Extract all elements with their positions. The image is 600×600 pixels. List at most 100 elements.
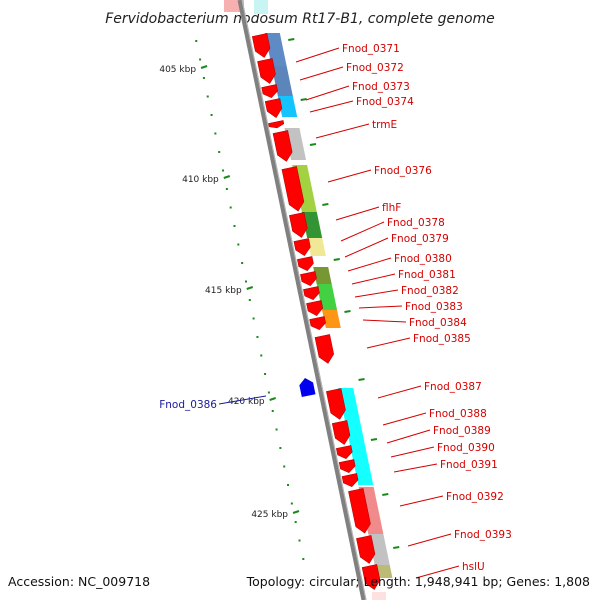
gene-arrow-6-shape xyxy=(272,130,293,162)
scale-dot xyxy=(199,58,202,61)
leader-line xyxy=(415,565,460,579)
gene-label-fnod_0372: Fnod_0372 xyxy=(346,62,404,74)
scale-dot xyxy=(225,188,228,190)
gene-label-fnod_0388: Fnod_0388 xyxy=(429,408,487,420)
accession-text: Accession: NC_009718 xyxy=(8,574,150,589)
scale-dot xyxy=(195,40,198,42)
gene-arrow-reverse-shape xyxy=(299,378,316,398)
scale-label: 405 kbp xyxy=(159,65,196,75)
gene-arrow-16-shape xyxy=(326,388,346,420)
scale-label: 420 kbp xyxy=(228,397,265,407)
map-title: Fervidobacterium nodosum Rt17-B1, comple… xyxy=(105,11,495,27)
scale-label: 425 kbp xyxy=(251,510,288,520)
scale-dot xyxy=(237,243,240,246)
gene-boundary-tick xyxy=(370,438,378,441)
scale-dot xyxy=(202,77,205,79)
category-segment-7 xyxy=(307,238,326,256)
gene-label-fnod_0378: Fnod_0378 xyxy=(387,217,445,229)
leader-line xyxy=(340,221,385,242)
gene-arrow-2 xyxy=(257,58,276,84)
scale-dot xyxy=(233,225,236,227)
gene-arrow-1-shape xyxy=(251,33,271,58)
gene-label-flhf: flhF xyxy=(382,202,401,214)
gene-label-fnod_0382: Fnod_0382 xyxy=(401,285,459,297)
gene-arrows xyxy=(251,33,381,590)
gene-boundary-tick xyxy=(393,546,400,549)
scale-dot xyxy=(283,465,286,468)
leader-line xyxy=(351,273,396,285)
gene-boundary-tick xyxy=(344,310,351,313)
scale-dot xyxy=(210,114,213,116)
gene-arrow-23-shape xyxy=(361,564,381,590)
category-segment-3 xyxy=(277,96,298,117)
leader-line xyxy=(377,385,422,399)
gene-arrow-4 xyxy=(264,98,283,118)
gene-arrow-8 xyxy=(289,212,308,238)
gene-boundary-tick xyxy=(333,258,340,261)
gene-arrow-1 xyxy=(251,33,271,58)
scale-dot xyxy=(244,280,247,283)
gene-label-fnod_0385: Fnod_0385 xyxy=(413,333,471,345)
gene-arrow-17-shape xyxy=(331,420,351,445)
gene-label-fnod_0371: Fnod_0371 xyxy=(342,43,400,55)
category-segment-1 xyxy=(264,33,287,66)
topology-text: Topology: circular; Length: 1,948,941 bp… xyxy=(246,574,590,589)
scale-dot xyxy=(294,521,297,523)
leader-line-reverse xyxy=(218,395,267,405)
gene-arrow-10-shape xyxy=(297,256,314,272)
gene-label-trme: trmE xyxy=(372,119,397,131)
gene-arrow-6 xyxy=(272,130,293,162)
gene-arrow-22 xyxy=(356,535,376,564)
gene-boundary-tick xyxy=(288,38,295,41)
scale-dot xyxy=(218,151,221,153)
gene-arrow-13-shape xyxy=(306,300,324,317)
gene-label-fnod_0376: Fnod_0376 xyxy=(374,165,432,177)
gene-arrow-21 xyxy=(348,488,371,534)
gene-arrow-11-shape xyxy=(300,271,317,287)
gene-arrow-19 xyxy=(338,459,356,474)
gene-label-fnod_0380: Fnod_0380 xyxy=(394,253,452,265)
leader-line xyxy=(386,429,431,444)
category-band xyxy=(264,33,393,578)
scale-dot xyxy=(275,428,278,431)
category-segment-8 xyxy=(313,267,332,284)
gene-arrow-reverse xyxy=(299,378,316,398)
gene-boundary-tick xyxy=(358,378,365,381)
gene-arrow-21-shape xyxy=(348,488,371,534)
leader-line xyxy=(382,412,427,426)
scale-dot xyxy=(206,95,209,98)
gene-label-fnod_0383: Fnod_0383 xyxy=(405,301,463,313)
scale-dot xyxy=(241,262,244,264)
gene-boundary-tick xyxy=(309,143,317,146)
genome-backbone-highlight xyxy=(241,0,367,600)
leader-line xyxy=(358,305,403,309)
category-segment-13 xyxy=(368,534,390,565)
gene-label-fnod_0387: Fnod_0387 xyxy=(424,381,482,393)
gene-label-fnod_0374: Fnod_0374 xyxy=(356,96,414,108)
gene-boundary-tick xyxy=(300,98,307,101)
scale-tick xyxy=(246,286,254,290)
gene-arrow-20 xyxy=(341,473,359,488)
scale-dot xyxy=(298,539,301,542)
scale-label: 415 kbp xyxy=(205,286,242,296)
scale-dot xyxy=(248,299,251,301)
gene-label-fnod_0390: Fnod_0390 xyxy=(437,442,495,454)
gene-arrow-12-shape xyxy=(303,286,320,301)
scale-tick xyxy=(269,397,276,401)
leader-line xyxy=(327,169,372,183)
scale-dot xyxy=(264,373,267,375)
gene-arrow-18-shape xyxy=(335,445,353,460)
scale-dot xyxy=(222,169,225,172)
scale-tick xyxy=(200,65,208,69)
top-fade-cyan xyxy=(254,0,268,14)
gene-arrow-9-shape xyxy=(293,238,311,257)
scale-dot xyxy=(279,447,282,449)
gene-arrow-13 xyxy=(306,300,324,317)
gene-arrow-14 xyxy=(309,316,326,331)
category-segment-10 xyxy=(322,310,341,328)
leader-line xyxy=(305,85,350,101)
genome-backbone xyxy=(237,0,367,600)
scale-dot xyxy=(214,132,217,135)
gene-arrow-3 xyxy=(261,84,278,99)
